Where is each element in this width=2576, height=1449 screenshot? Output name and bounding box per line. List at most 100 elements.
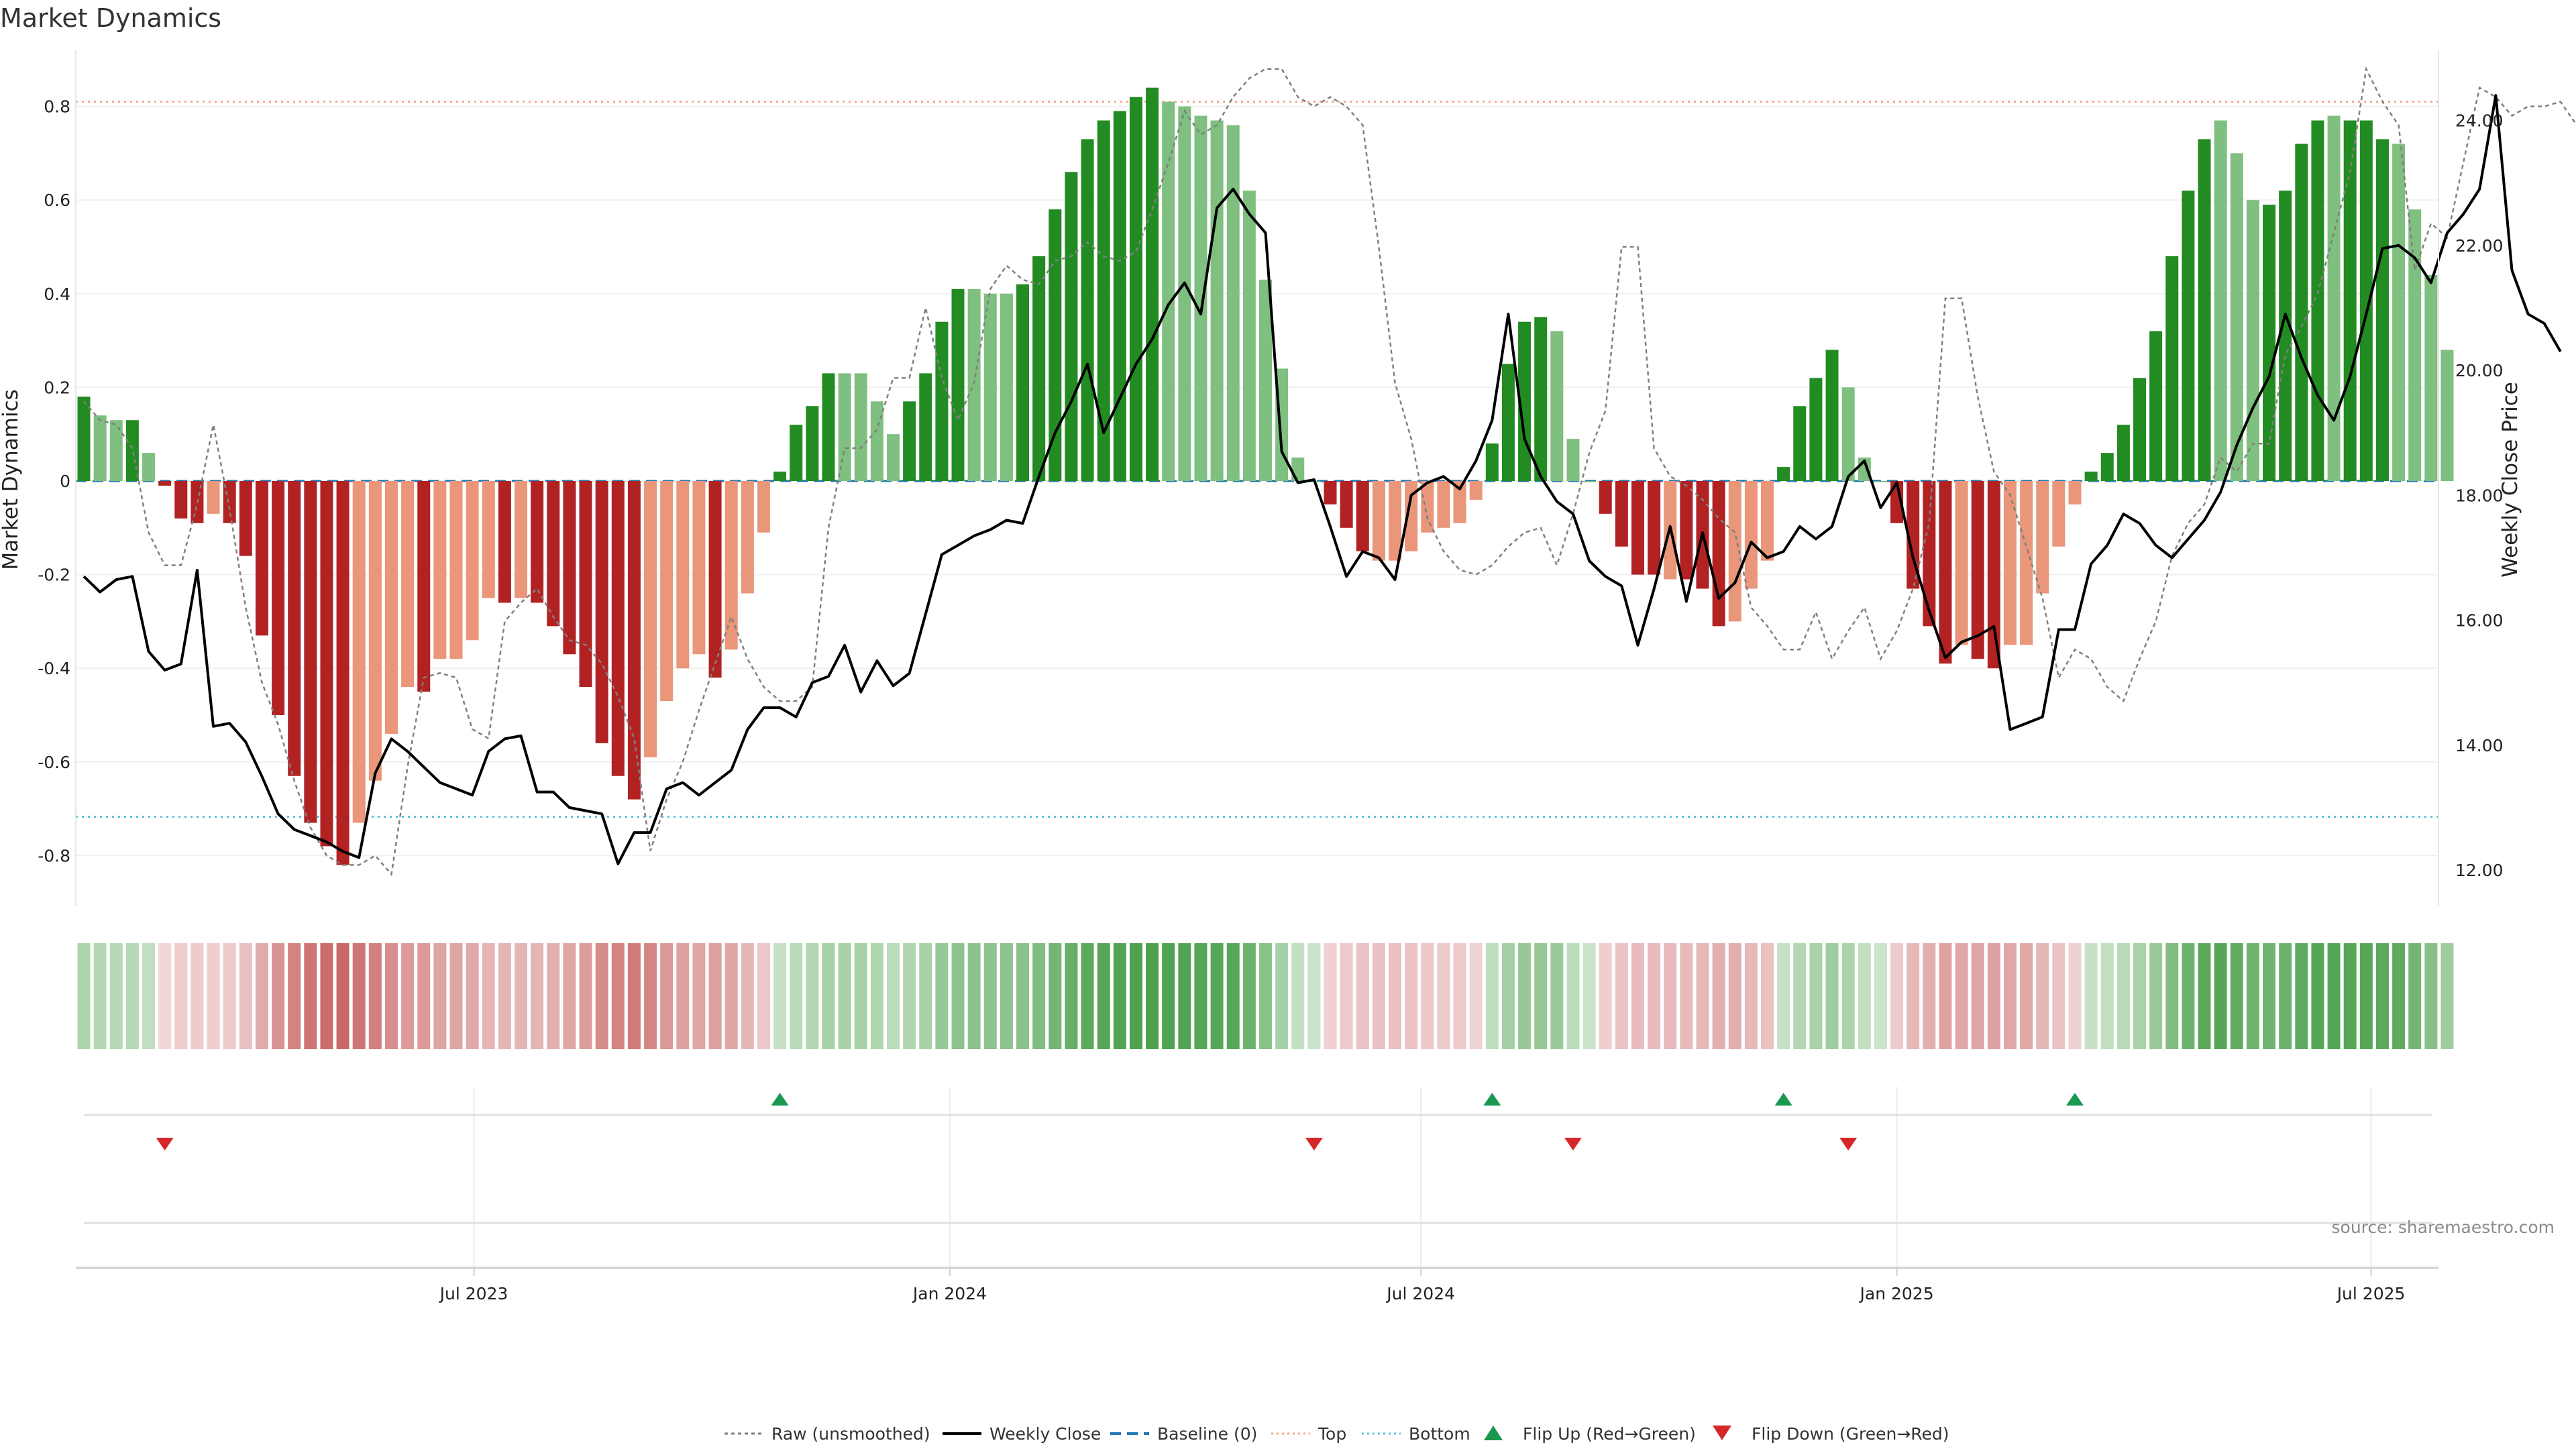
bar [531, 481, 544, 603]
heat-cell [255, 943, 268, 1049]
x-tick-label: Jul 2024 [1385, 1284, 1455, 1303]
legend-item-top: Top [1271, 1424, 1346, 1444]
heat-cell [870, 943, 883, 1049]
heat-cell [2198, 943, 2211, 1049]
bar [547, 481, 560, 627]
flip-up-marker [771, 1093, 789, 1106]
axes [75, 50, 2439, 906]
bar [2165, 256, 2179, 481]
x-tick-label: Jan 2024 [912, 1284, 987, 1303]
bar [1680, 481, 1693, 580]
bar [2327, 115, 2341, 481]
legend-item-bottom: Bottom [1362, 1424, 1470, 1444]
heat-cell [384, 943, 398, 1049]
legend-flip-down-label: Flip Down (Green→Red) [1752, 1424, 1949, 1444]
right-axis-label: Weekly Close Price [2498, 382, 2522, 578]
flip-down-marker [156, 1138, 174, 1150]
heat-cell [1113, 943, 1126, 1049]
bar [2133, 378, 2147, 481]
bar [1761, 481, 1774, 561]
right-tick-label: 20.00 [2455, 361, 2504, 380]
legend-baseline-label: Baseline (0) [1157, 1424, 1257, 1444]
heat-cell [983, 943, 997, 1049]
heat-cell [1907, 943, 1920, 1049]
bar [854, 373, 867, 481]
bar [2295, 144, 2308, 481]
bar [2279, 191, 2292, 481]
legend: Raw (unsmoothed) Weekly Close Baseline (… [724, 1424, 1949, 1444]
bar [595, 481, 608, 743]
bar [1162, 101, 1175, 481]
bar [1113, 111, 1126, 481]
legend-item-baseline: Baseline (0) [1110, 1424, 1257, 1444]
bar [1841, 387, 1855, 481]
heat-cell [1307, 943, 1321, 1049]
heat-cell [1615, 943, 1628, 1049]
heat-cell [1777, 943, 1790, 1049]
heat-cell [773, 943, 787, 1049]
bar [336, 481, 350, 865]
heat-cell [449, 943, 463, 1049]
bar [757, 481, 770, 533]
heat-cell [482, 943, 495, 1049]
heat-cell [822, 943, 835, 1049]
bar [1631, 481, 1644, 575]
heat-cell [1146, 943, 1159, 1049]
bar [2263, 205, 2276, 481]
heat-cell [142, 943, 156, 1049]
heat-cell [368, 943, 382, 1049]
heat-cell [1097, 943, 1110, 1049]
bar [515, 481, 528, 598]
left-tick-label: -0.6 [38, 753, 70, 772]
heat-cell [2084, 943, 2098, 1049]
heat-cell [158, 943, 172, 1049]
heat-cell [1340, 943, 1353, 1049]
heat-cell [109, 943, 123, 1049]
bar [1874, 481, 1887, 482]
heat-cell [1421, 943, 1434, 1049]
bar [2230, 153, 2243, 481]
bar [741, 481, 754, 594]
bar [368, 481, 382, 781]
bar [255, 481, 268, 636]
bar [2359, 120, 2373, 482]
flip-up-marker [1483, 1093, 1501, 1106]
heat-cell [1534, 943, 1548, 1049]
heat-cell [2068, 943, 2082, 1049]
heat-cell [223, 943, 236, 1049]
bar [1987, 481, 2000, 669]
heat-cell [1987, 943, 2000, 1049]
heat-cell [919, 943, 932, 1049]
bar [2182, 191, 2195, 481]
heat-cell [611, 943, 625, 1049]
bar [93, 415, 107, 481]
heat-cell [1405, 943, 1418, 1049]
heat-cell [2149, 943, 2163, 1049]
flip-down-icon [1713, 1426, 1731, 1440]
bar [1744, 481, 1758, 589]
left-tick-label: 0.6 [44, 191, 70, 210]
heat-cell [692, 943, 706, 1049]
heat-cell [2327, 943, 2341, 1049]
bar [903, 401, 916, 481]
heat-cell [547, 943, 560, 1049]
bar [2424, 274, 2438, 481]
heat-cell [854, 943, 867, 1049]
heat-cell [1065, 943, 1078, 1049]
heat-cell [174, 943, 188, 1049]
bar [919, 373, 932, 481]
heat-cell [1631, 943, 1644, 1049]
line-series [83, 66, 2576, 877]
heat-cell [2295, 943, 2308, 1049]
heat-cell [1032, 943, 1046, 1049]
heat-cell [1923, 943, 1936, 1049]
bar [109, 420, 123, 481]
heat-cell [2230, 943, 2243, 1049]
heat-cell [1389, 943, 1402, 1049]
bar [352, 481, 366, 823]
bar [1582, 481, 1596, 482]
heat-cell [1501, 943, 1515, 1049]
heat-cell [2133, 943, 2147, 1049]
legend-item-raw: Raw (unsmoothed) [724, 1424, 930, 1444]
legend-bottom-label: Bottom [1409, 1424, 1470, 1444]
